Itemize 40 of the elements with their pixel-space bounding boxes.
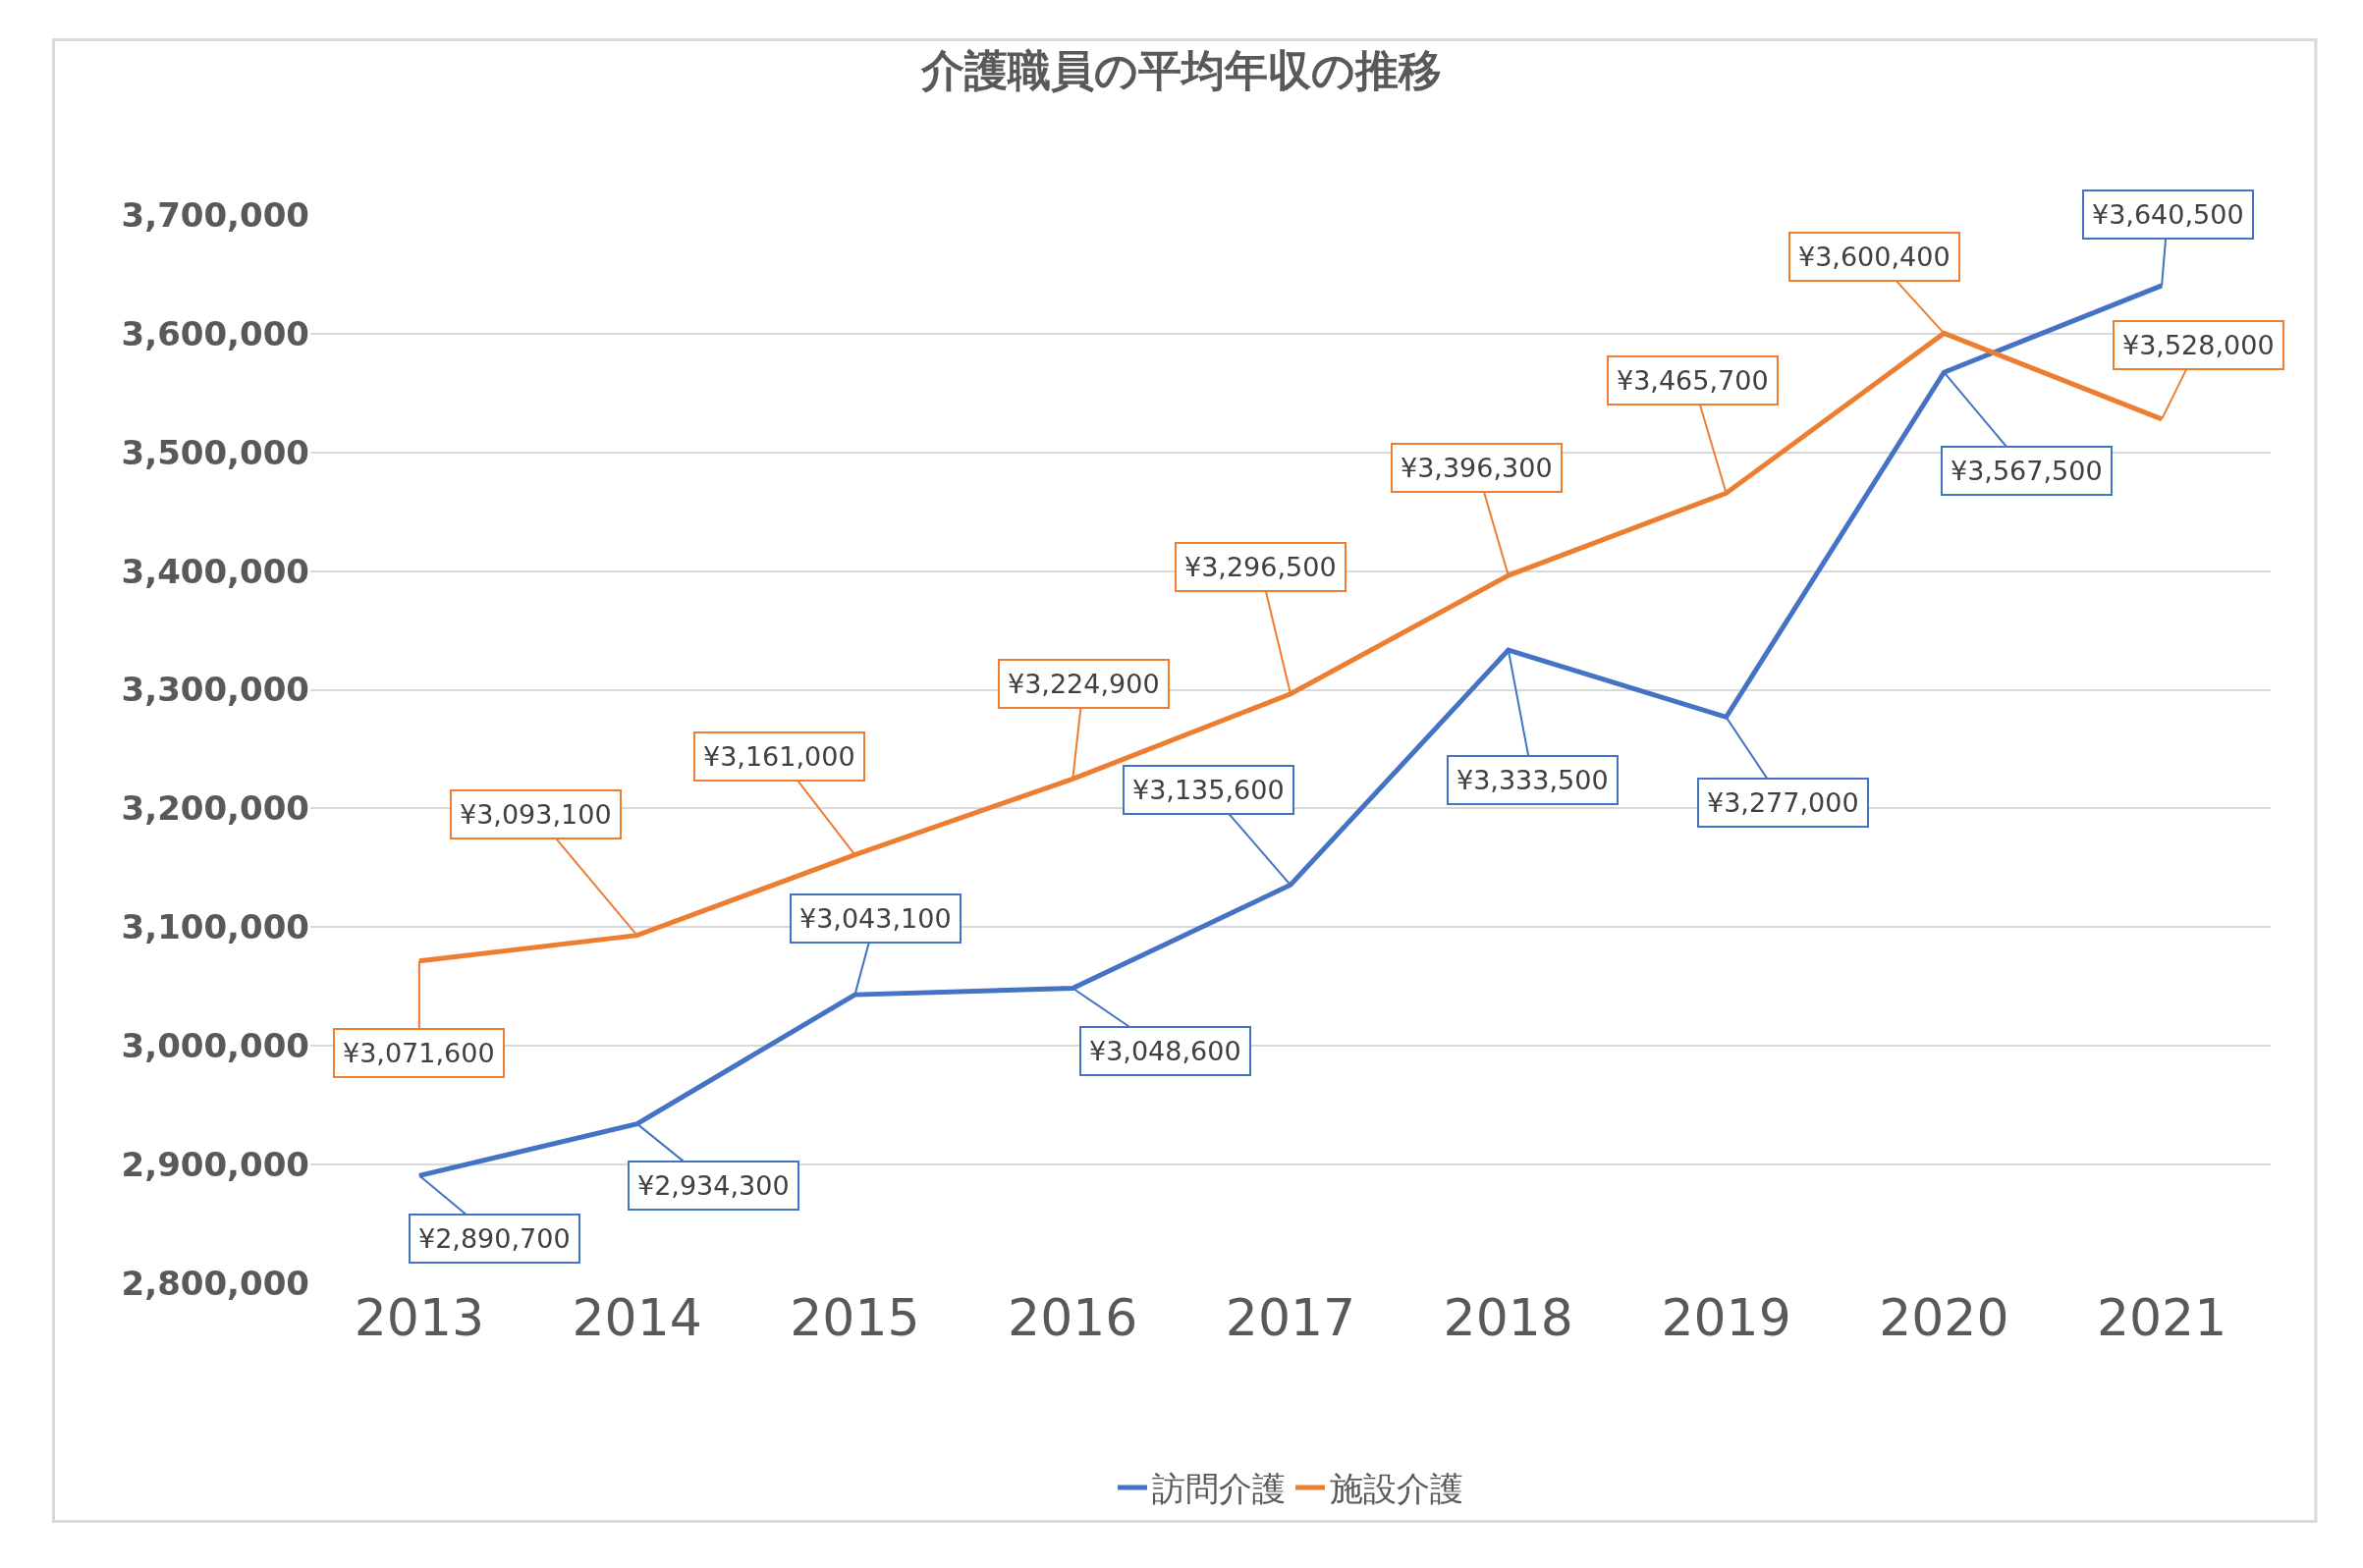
legend-label: 施設介護 <box>1330 1469 1463 1509</box>
y-tick-label: 2,800,000 <box>121 1263 309 1303</box>
data-label: ¥3,277,000 <box>1707 787 1859 818</box>
y-tick-label: 3,500,000 <box>121 432 309 472</box>
x-tick-label: 2019 <box>1661 1288 1791 1347</box>
data-label: ¥3,465,700 <box>1617 365 1769 396</box>
x-tick-label: 2017 <box>1225 1288 1356 1347</box>
y-tick-label: 3,600,000 <box>121 313 309 353</box>
data-label: ¥2,934,300 <box>637 1170 790 1201</box>
x-tick-label: 2020 <box>1879 1288 2009 1347</box>
chart-title: 介護職員の平均年収の推移 <box>920 45 1442 96</box>
x-tick-label: 2018 <box>1443 1288 1573 1347</box>
y-tick-label: 3,100,000 <box>121 907 309 947</box>
data-label: ¥3,093,100 <box>460 799 612 830</box>
data-label: ¥3,528,000 <box>2122 330 2275 360</box>
x-tick-label: 2016 <box>1008 1288 1138 1347</box>
data-label: ¥3,567,500 <box>1951 456 2103 486</box>
data-label: ¥3,296,500 <box>1184 552 1337 582</box>
data-label: ¥3,043,100 <box>799 903 952 934</box>
x-tick-label: 2015 <box>790 1288 920 1347</box>
y-tick-label: 3,200,000 <box>121 788 309 829</box>
x-tick-label: 2014 <box>572 1288 702 1347</box>
y-tick-label: 2,900,000 <box>121 1145 309 1185</box>
data-label: ¥3,396,300 <box>1401 453 1553 483</box>
data-label: ¥3,048,600 <box>1089 1036 1241 1066</box>
data-label: ¥3,135,600 <box>1132 775 1285 805</box>
y-tick-label: 3,700,000 <box>121 194 309 235</box>
data-label: ¥3,333,500 <box>1456 765 1609 795</box>
x-tick-label: 2021 <box>2096 1288 2227 1347</box>
data-label: ¥3,640,500 <box>2092 199 2244 230</box>
data-label: ¥2,890,700 <box>418 1223 571 1254</box>
data-label: ¥3,224,900 <box>1008 669 1160 699</box>
x-tick-label: 2013 <box>354 1288 485 1347</box>
y-tick-label: 3,300,000 <box>121 670 309 710</box>
data-label: ¥3,600,400 <box>1798 242 1951 272</box>
data-label: ¥3,071,600 <box>343 1038 495 1068</box>
legend-label: 訪問介護 <box>1152 1469 1286 1509</box>
data-label: ¥3,161,000 <box>703 741 855 772</box>
y-tick-label: 3,400,000 <box>121 551 309 591</box>
y-tick-label: 3,000,000 <box>121 1026 309 1066</box>
